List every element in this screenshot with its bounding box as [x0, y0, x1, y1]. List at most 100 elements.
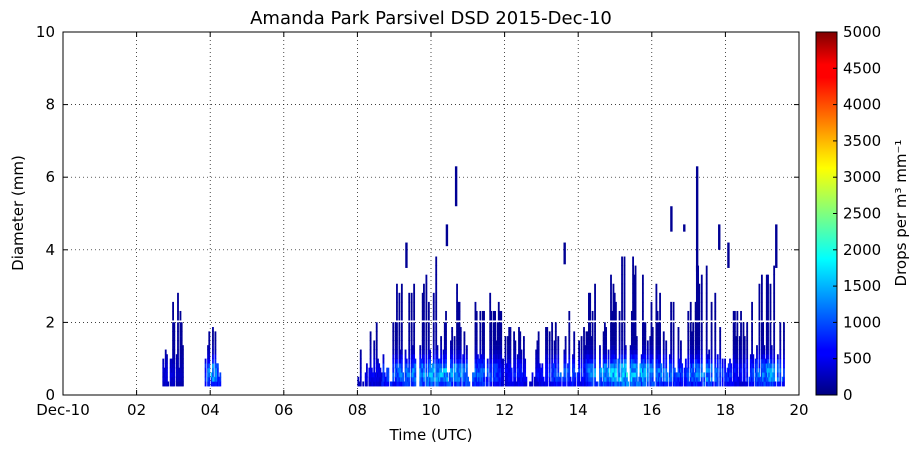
heatmap-cell [624, 358, 627, 364]
heatmap-cell [655, 381, 658, 387]
heatmap-cell [394, 336, 397, 342]
heatmap-cell [623, 340, 626, 346]
heatmap-cell [492, 367, 495, 373]
heatmap-cell [453, 363, 456, 369]
heatmap-cell [208, 381, 211, 387]
heatmap-cell [359, 354, 362, 360]
heatmap-cell [214, 372, 217, 378]
heatmap-cell [479, 327, 482, 332]
heatmap-cell [779, 367, 782, 373]
heatmap-cell [509, 327, 512, 332]
heatmap-cell [710, 340, 713, 346]
heatmap-cell [779, 327, 782, 332]
heatmap-cell [456, 363, 458, 369]
heatmap-cell [743, 376, 746, 382]
heatmap-cell [650, 376, 653, 382]
heatmap-cell [646, 358, 649, 364]
heatmap-cell [599, 349, 601, 355]
heatmap-cell [765, 310, 768, 321]
heatmap-cell [583, 336, 585, 342]
heatmap-cell [656, 367, 659, 373]
heatmap-cell [458, 327, 461, 332]
heatmap-cell [583, 367, 585, 373]
heatmap-cell [481, 322, 484, 328]
heatmap-cell [413, 292, 416, 303]
heatmap-cell [382, 363, 385, 369]
heatmap-cell [773, 354, 776, 360]
heatmap-cell [694, 327, 697, 332]
heatmap-cell [509, 376, 512, 382]
heatmap-cell [459, 372, 462, 378]
heatmap-cell [692, 322, 695, 328]
heatmap-cell [769, 336, 772, 342]
heatmap-cell [546, 376, 549, 382]
heatmap-cell [657, 340, 660, 346]
heatmap-cell [655, 345, 658, 351]
heatmap-cell [589, 349, 592, 355]
heatmap-cell [215, 372, 218, 378]
heatmap-cell [584, 358, 587, 364]
heatmap-cell [481, 376, 484, 382]
heatmap-cell [173, 336, 176, 342]
heatmap-cell [742, 336, 745, 342]
heatmap-cell [697, 367, 700, 373]
heatmap-cell [697, 274, 700, 285]
heatmap-cell [496, 358, 499, 364]
heatmap-cell [603, 376, 606, 382]
heatmap-cell [644, 345, 647, 351]
heatmap-cell [733, 322, 736, 328]
heatmap-cell [590, 345, 593, 351]
heatmap-cell [710, 349, 713, 355]
heatmap-cell [783, 345, 785, 351]
heatmap-cell [623, 292, 626, 303]
heatmap-cell [698, 331, 701, 337]
heatmap-cell [611, 349, 614, 355]
heatmap-cell [497, 358, 500, 364]
heatmap-cell [643, 354, 646, 360]
heatmap-cell [599, 363, 601, 369]
heatmap-cell [662, 336, 665, 342]
heatmap-cell [783, 349, 785, 355]
heatmap-cell [502, 372, 504, 378]
heatmap-cell [594, 367, 596, 373]
heatmap-cell [429, 349, 431, 355]
heatmap-cell [474, 381, 477, 387]
heatmap-cell [769, 354, 772, 360]
heatmap-cell [489, 372, 492, 378]
heatmap-cell [551, 358, 554, 364]
heatmap-cell [173, 340, 176, 346]
grid-lines [63, 32, 799, 395]
heatmap-cell [687, 327, 690, 332]
heatmap-cell [610, 372, 612, 378]
heatmap-cell [621, 310, 623, 321]
heatmap-cell [523, 358, 525, 364]
heatmap-cell [510, 376, 513, 382]
heatmap-cell [177, 322, 179, 328]
heatmap-cell [697, 322, 700, 328]
heatmap-cell [419, 363, 422, 369]
heatmap-cell [212, 340, 214, 346]
heatmap-cell [651, 354, 654, 360]
heatmap-cell [672, 358, 675, 364]
heatmap-cell [758, 345, 761, 351]
heatmap-cell [375, 363, 378, 369]
heatmap-cell [486, 381, 489, 387]
heatmap-cell [769, 301, 772, 312]
heatmap-cell [724, 367, 726, 373]
heatmap-cell [588, 327, 590, 332]
heatmap-cell [394, 376, 397, 382]
heatmap-cell [551, 340, 554, 346]
heatmap-cell [748, 381, 751, 387]
heatmap-cell [508, 327, 511, 332]
heatmap-cell [594, 336, 596, 342]
heatmap-cell [740, 363, 742, 369]
heatmap-cell [557, 354, 560, 360]
heatmap-cell [179, 381, 182, 387]
x-tick-label: 10 [421, 401, 440, 419]
heatmap-cell [369, 372, 372, 378]
heatmap-cell [500, 345, 503, 351]
heatmap-cell [178, 367, 181, 373]
heatmap-cell [732, 336, 735, 342]
heatmap-cell [429, 367, 431, 373]
heatmap-cell [770, 354, 773, 360]
